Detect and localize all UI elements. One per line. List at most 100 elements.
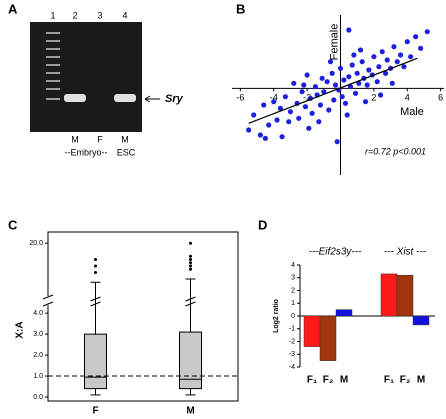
y-tick-label: 0.0 <box>33 394 43 401</box>
gel-band <box>114 94 136 102</box>
break-mark <box>90 296 101 307</box>
point <box>316 119 322 125</box>
y-tick-label: 2.0 <box>33 352 43 359</box>
point <box>287 109 294 115</box>
point <box>354 70 360 76</box>
y-tick-label: 3 <box>291 275 295 282</box>
point <box>319 75 325 81</box>
point <box>342 100 349 106</box>
gel-band <box>64 94 86 102</box>
point <box>356 80 362 86</box>
point <box>401 64 407 70</box>
bar <box>319 315 337 361</box>
panel-label: D <box>258 217 267 232</box>
point <box>327 59 334 65</box>
point <box>271 99 277 105</box>
y-axis-label: Log2 ratio <box>273 299 280 333</box>
point <box>274 117 280 123</box>
point <box>309 110 315 116</box>
x-tick-label: M <box>186 406 194 417</box>
point <box>306 125 312 131</box>
sample-label: M <box>71 134 79 144</box>
point <box>324 79 330 85</box>
point <box>413 34 419 40</box>
point <box>374 79 380 85</box>
x-tick-label: M <box>340 375 348 386</box>
point <box>384 57 390 63</box>
point <box>266 122 272 128</box>
trendline <box>248 57 418 124</box>
arrow <box>144 95 160 103</box>
outlier <box>189 254 192 258</box>
sample-label: F <box>97 134 103 144</box>
x-tick-label: -4 <box>270 93 278 103</box>
bar <box>335 309 353 317</box>
point <box>334 139 340 145</box>
gel-image <box>30 22 142 132</box>
point <box>304 72 310 78</box>
point <box>346 27 352 33</box>
point <box>341 77 347 83</box>
point <box>321 89 327 95</box>
x-tick-label: -6 <box>236 93 244 103</box>
point <box>352 90 359 96</box>
x-tick-label: F₂ <box>400 375 411 386</box>
point <box>391 44 397 50</box>
point <box>286 119 292 125</box>
point <box>382 70 389 76</box>
point <box>371 54 377 60</box>
y-tick-label: 0 <box>291 313 295 320</box>
ladder <box>46 32 60 100</box>
outlier <box>189 264 192 268</box>
outlier <box>94 271 97 274</box>
point <box>261 102 267 108</box>
outlier <box>189 241 192 245</box>
point <box>366 67 372 73</box>
point <box>296 115 302 121</box>
point <box>317 102 324 108</box>
y-tick-label: 3.0 <box>33 331 43 338</box>
point <box>379 49 385 55</box>
point <box>404 39 410 45</box>
point <box>331 97 337 103</box>
group-label: --Embryo-- <box>65 147 108 157</box>
y-tick-label: 4.0 <box>33 310 43 317</box>
bar <box>380 273 398 317</box>
outlier <box>189 258 192 261</box>
point <box>312 84 319 90</box>
sample-label: M <box>121 134 129 144</box>
plot-frame <box>47 231 239 402</box>
x-axis-label: Male <box>400 106 424 118</box>
bar <box>396 274 414 317</box>
point <box>418 45 424 51</box>
point <box>291 80 297 86</box>
point <box>344 112 350 118</box>
y-axis-label: X:A <box>15 321 26 338</box>
point <box>346 74 352 80</box>
group-label: --- Xist --- <box>384 247 427 258</box>
panel-label: A <box>8 1 18 16</box>
point <box>357 47 364 53</box>
y-tick-label: 4 <box>291 262 295 269</box>
point <box>389 80 395 86</box>
group-label: ESC <box>117 147 136 157</box>
point <box>301 82 307 88</box>
point <box>424 29 430 35</box>
y-tick-label: 2 <box>291 287 295 294</box>
x-tick-label: 2 <box>371 93 376 103</box>
group-label: ---Eif2s3y--- <box>309 247 362 258</box>
lane-label: 4 <box>122 10 127 20</box>
point <box>364 82 370 88</box>
box <box>84 333 107 390</box>
x-tick-label: 6 <box>438 93 443 103</box>
band-label: Sry <box>165 93 184 105</box>
y-axis-label: Female <box>328 24 340 61</box>
point <box>332 82 339 88</box>
y-tick-label: -4 <box>289 364 295 371</box>
point <box>397 52 404 58</box>
point <box>326 107 332 113</box>
point <box>349 62 355 68</box>
axis-break <box>44 296 52 305</box>
x-tick-label: M <box>417 375 425 386</box>
point <box>257 132 263 138</box>
